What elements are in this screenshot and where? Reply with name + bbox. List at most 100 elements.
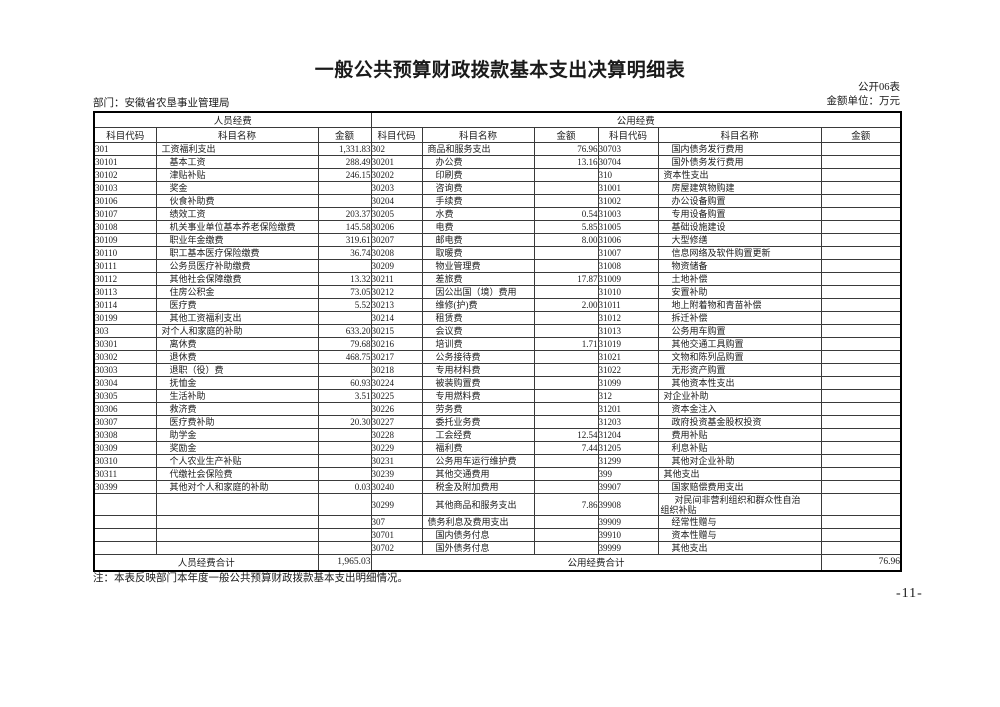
subject-name-cell: 国外债务付息 xyxy=(421,541,535,555)
amount-cell xyxy=(533,480,599,494)
subject-name-cell xyxy=(155,515,319,529)
amount-cell xyxy=(820,350,902,364)
subject-code-cell: 307 xyxy=(370,515,423,529)
subject-name-cell: 救济费 xyxy=(155,402,319,416)
public-total-amount: 76.96 xyxy=(820,554,902,571)
subject-name-cell: 水费 xyxy=(421,207,535,221)
amount-cell xyxy=(533,168,599,182)
subject-code-cell: 30207 xyxy=(370,233,423,247)
subject-code-cell: 30704 xyxy=(597,155,659,169)
col-header-code-3: 科目代码 xyxy=(597,127,659,143)
table-row: 30107 绩效工资 203.37 30205 水费 0.54 31003 专用设备购置 xyxy=(93,207,902,221)
subject-code-cell: 30239 xyxy=(370,467,423,481)
subject-name-cell: 费用补贴 xyxy=(657,428,822,442)
subject-name-cell: 奖金 xyxy=(155,181,319,195)
amount-cell xyxy=(317,194,372,208)
subject-name-cell: 机关事业单位基本养老保险缴费 xyxy=(155,220,319,234)
amount-cell: 5.85 xyxy=(533,220,599,234)
subject-name-cell: 其他社会保障缴费 xyxy=(155,272,319,286)
subject-code-cell: 31008 xyxy=(597,259,659,273)
table-row: 30109 职业年金缴费 319.61 30207 邮电费 8.00 31006 大型修缮 xyxy=(93,233,902,247)
amount-cell: 7.86 xyxy=(533,493,599,516)
subject-code-cell: 39907 xyxy=(597,480,659,494)
subject-code-cell: 30231 xyxy=(370,454,423,468)
amount-cell xyxy=(820,376,902,390)
amount-cell: 8.00 xyxy=(533,233,599,247)
subject-code-cell: 30107 xyxy=(93,207,157,221)
amount-cell xyxy=(820,441,902,455)
amount-cell xyxy=(533,389,599,403)
table-body: 301 工资福利支出 1,331.83 302 商品和服务支出 76.96 30703 国内债… xyxy=(93,142,902,555)
subject-code-cell: 30209 xyxy=(370,259,423,273)
col-header-name-3: 科目名称 xyxy=(657,127,822,143)
table-row: 30106 伙食补助费 30204 手续费 31002 办公设备购置 xyxy=(93,194,902,208)
amount-cell: 13.32 xyxy=(317,272,372,286)
subject-code-cell: 31010 xyxy=(597,285,659,299)
subject-name-cell: 其他交通费用 xyxy=(421,467,535,481)
subject-name-cell: 个人农业生产补贴 xyxy=(155,454,319,468)
amount-cell xyxy=(820,528,902,542)
subject-code-cell: 399 xyxy=(597,467,659,481)
subject-code-cell: 31001 xyxy=(597,181,659,195)
subject-code-cell: 39908 xyxy=(597,493,659,516)
personnel-group-header: 人员经费 xyxy=(93,111,372,128)
subject-name-cell: 咨询费 xyxy=(421,181,535,195)
amount-cell: 5.52 xyxy=(317,298,372,312)
subject-code-cell: 31021 xyxy=(597,350,659,364)
subject-code-cell: 31203 xyxy=(597,415,659,429)
amount-cell xyxy=(533,350,599,364)
subject-code-cell: 310 xyxy=(597,168,659,182)
department-label: 部门：安徽省农垦事业管理局 xyxy=(93,98,230,109)
subject-name-cell: 抚恤金 xyxy=(155,376,319,390)
amount-cell: 145.58 xyxy=(317,220,372,234)
subject-code-cell: 30229 xyxy=(370,441,423,455)
subject-name-cell: 退职（役）费 xyxy=(155,363,319,377)
amount-cell xyxy=(533,181,599,195)
amount-cell xyxy=(820,337,902,351)
subject-code-cell: 30202 xyxy=(370,168,423,182)
amount-cell xyxy=(317,363,372,377)
amount-cell xyxy=(317,181,372,195)
amount-cell: 13.16 xyxy=(533,155,599,169)
table-row: 30114 医疗费 5.52 30213 维修(护)费 2.00 31011 地上附着物和青苗… xyxy=(93,298,902,312)
subject-code-cell: 31011 xyxy=(597,298,659,312)
amount-cell xyxy=(533,259,599,273)
amount-cell: 76.96 xyxy=(533,142,599,156)
subject-code-cell: 30306 xyxy=(93,402,157,416)
subject-code-cell: 30213 xyxy=(370,298,423,312)
col-header-amount-2: 金额 xyxy=(533,127,599,143)
subject-code-cell: 31099 xyxy=(597,376,659,390)
amount-cell xyxy=(820,285,902,299)
subject-code-cell: 30215 xyxy=(370,324,423,338)
subject-code-cell: 30204 xyxy=(370,194,423,208)
subject-code-cell: 31299 xyxy=(597,454,659,468)
subject-code-cell: 39999 xyxy=(597,541,659,555)
col-header-amount-1: 金额 xyxy=(317,127,372,143)
amount-cell: 73.05 xyxy=(317,285,372,299)
subject-name-cell: 印刷费 xyxy=(421,168,535,182)
subject-name-cell: 其他对个人和家庭的补助 xyxy=(155,480,319,494)
table-row: 30108 机关事业单位基本养老保险缴费 145.58 30206 电费 5.85 3100… xyxy=(93,220,902,234)
subject-name-cell: 文物和陈列品购置 xyxy=(657,350,822,364)
subject-name-cell: 劳务费 xyxy=(421,402,535,416)
group-header-row: 人员经费 公用经费 xyxy=(93,111,902,128)
table-row: 30702 国外债务付息 39999 其他支出 xyxy=(93,541,902,555)
personnel-total-label: 人员经费合计 xyxy=(93,554,319,571)
subject-name-cell: 差旅费 xyxy=(421,272,535,286)
subject-name-cell: 资本性支出 xyxy=(657,168,822,182)
subject-code-cell: 30212 xyxy=(370,285,423,299)
subject-code-cell: 30305 xyxy=(93,389,157,403)
subject-code-cell: 30299 xyxy=(370,493,423,516)
subject-code-cell: 301 xyxy=(93,142,157,156)
amount-cell xyxy=(533,311,599,325)
subject-code-cell: 30217 xyxy=(370,350,423,364)
public-total-label: 公用经费合计 xyxy=(370,554,822,571)
amount-cell xyxy=(820,194,902,208)
subject-code-cell: 31007 xyxy=(597,246,659,260)
amount-cell: 319.61 xyxy=(317,233,372,247)
subject-name-cell: 基本工资 xyxy=(155,155,319,169)
subject-code-cell: 31005 xyxy=(597,220,659,234)
subject-code-cell: 312 xyxy=(597,389,659,403)
subject-code-cell: 30111 xyxy=(93,259,157,273)
subject-name-cell: 取暖费 xyxy=(421,246,535,260)
